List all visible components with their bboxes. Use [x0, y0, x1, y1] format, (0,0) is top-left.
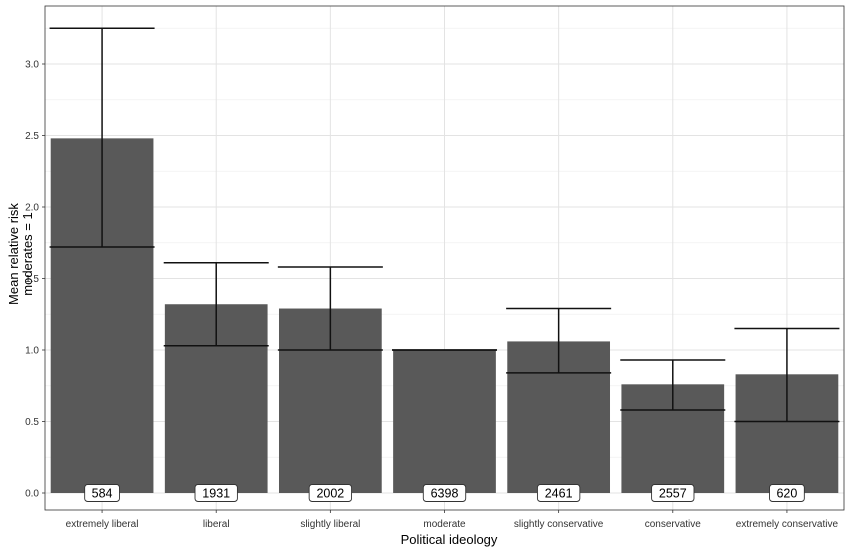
- count-label: 2002: [308, 484, 353, 502]
- count-label-box: [194, 484, 238, 502]
- count-label-box: [84, 484, 120, 502]
- count-label-box: [536, 484, 581, 502]
- count-label: 2557: [651, 484, 695, 502]
- y-tick-label: 0.0: [25, 489, 39, 500]
- x-tick-label: extremely liberal: [66, 519, 139, 530]
- error-bar-liberal: [163, 262, 269, 347]
- count-label-box: [769, 484, 805, 502]
- grid-lines: [45, 6, 844, 510]
- x-tick-label: moderate: [423, 519, 466, 530]
- count-label: 6398: [422, 484, 467, 502]
- count-label-text: 2557: [659, 487, 687, 501]
- count-label-text: 6398: [431, 487, 459, 501]
- y-tick-label: 1.0: [25, 346, 39, 357]
- y-tick-label: 0.5: [25, 417, 39, 428]
- count-label-box: [651, 484, 695, 502]
- y-axis-title-line-1: Mean relative risk: [6, 203, 21, 305]
- y-tick-label: 3.0: [25, 60, 39, 71]
- count-label-text: 620: [776, 487, 797, 501]
- count-label: 2461: [536, 484, 581, 502]
- x-axis: extremely liberal liberal slightly liberal…: [66, 510, 839, 530]
- bar-moderate: [393, 350, 496, 493]
- x-tick-label: slightly liberal: [300, 519, 360, 530]
- count-labels: 584 1931 2002 6398 2461 2557 620: [84, 484, 805, 502]
- error-bar-extremely-conservative: [734, 327, 840, 423]
- error-bar-extremely-liberal: [49, 27, 155, 248]
- count-label-text: 2461: [545, 487, 573, 501]
- count-label-text: 584: [92, 487, 113, 501]
- bars: [50, 138, 839, 494]
- count-label-box: [422, 484, 467, 502]
- count-label: 620: [769, 484, 805, 502]
- y-axis: 0.0 0.5 1.0 1.5 2.0 2.5 3.0: [25, 60, 45, 500]
- x-axis-title: Political ideology: [401, 532, 498, 547]
- x-tick-label: extremely conservative: [736, 519, 839, 530]
- error-bars: [49, 27, 840, 423]
- y-axis-title-line-2: moderates = 1: [20, 212, 35, 295]
- count-label-box: [308, 484, 353, 502]
- y-axis-title: Mean relative risk moderates = 1: [6, 203, 35, 305]
- y-tick-label: 2.5: [25, 131, 39, 142]
- y-tick-label: 1.5: [25, 274, 39, 285]
- error-bar-slightly-liberal: [277, 266, 383, 351]
- x-tick-label: liberal: [203, 519, 230, 530]
- count-label: 584: [84, 484, 120, 502]
- count-label-text: 2002: [316, 487, 344, 501]
- error-bar-conservative: [620, 359, 726, 411]
- count-label-text: 1931: [202, 487, 230, 501]
- x-tick-label: conservative: [645, 519, 702, 530]
- count-label: 1931: [194, 484, 238, 502]
- x-tick-label: slightly conservative: [514, 519, 604, 530]
- y-tick-label: 2.0: [25, 203, 39, 214]
- error-bar-slightly-conservative: [506, 307, 612, 374]
